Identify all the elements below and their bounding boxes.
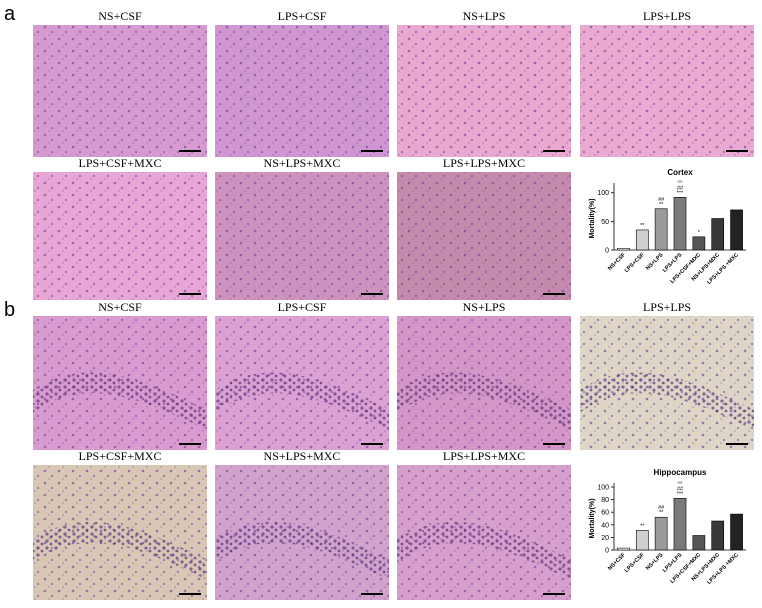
- cell-layer: [397, 372, 571, 430]
- bar: [692, 236, 706, 251]
- y-tick-label: 60: [601, 510, 609, 517]
- image-caption: LPS+CSF: [278, 300, 327, 314]
- micrograph-cells: [580, 25, 754, 157]
- bar: [654, 516, 668, 551]
- image-caption: LPS+CSF+MXC: [79, 449, 162, 463]
- significance-mark: ***: [677, 491, 684, 497]
- significance-mark: **: [659, 510, 664, 516]
- y-tick-label: 100: [597, 190, 609, 197]
- y-axis-label: Mortality(%): [589, 198, 596, 238]
- micrograph: [215, 316, 389, 450]
- micrograph-cells: [397, 25, 571, 157]
- y-tick-label: 20: [601, 535, 609, 542]
- image-caption: LPS+LPS+MXC: [443, 449, 525, 463]
- significance-mark: ***: [677, 190, 684, 196]
- y-tick-label: 50: [601, 219, 609, 226]
- micrograph: [397, 465, 571, 600]
- significance-mark: ##: [677, 185, 684, 191]
- micrograph-cells: [215, 172, 389, 300]
- bar: [654, 208, 668, 251]
- bar: [673, 197, 687, 251]
- significance-mark: **: [640, 523, 645, 529]
- micrograph: [580, 25, 754, 157]
- micrograph-cells: [215, 25, 389, 157]
- significance-mark: ##: [658, 505, 665, 511]
- cell-layer: [215, 521, 389, 580]
- image-caption: LPS+LPS: [643, 9, 691, 23]
- y-axis-label: Mortality(%): [589, 498, 596, 538]
- chart-title: Cortex: [667, 168, 693, 177]
- image-caption: LPS+CSF+MXC: [79, 156, 162, 170]
- micrograph: [215, 25, 389, 157]
- bar: [635, 229, 649, 251]
- micrograph: [215, 172, 389, 300]
- image-caption: NS+LPS: [463, 9, 506, 23]
- significance-mark: **: [659, 202, 664, 208]
- image-caption: NS+LPS: [463, 300, 506, 314]
- y-tick-label: 80: [601, 497, 609, 504]
- micrograph: [33, 25, 207, 157]
- panel-label: b: [4, 299, 15, 321]
- bar: [617, 247, 630, 251]
- micrograph: [33, 316, 207, 450]
- bar: [730, 209, 743, 251]
- micrograph: [33, 172, 207, 300]
- micrograph: [33, 465, 207, 600]
- image-caption: NS+LPS+MXC: [264, 449, 341, 463]
- significance-mark: ^^: [677, 180, 683, 186]
- image-caption: LPS+CSF: [278, 9, 327, 23]
- significance-mark: ^^: [677, 481, 683, 487]
- x-tick-label: LPS+CSF: [624, 552, 646, 574]
- cell-layer: [215, 372, 389, 430]
- micrograph: [397, 316, 571, 450]
- micrograph-cells: [397, 172, 571, 300]
- y-tick-label: 100: [597, 485, 609, 492]
- bar: [711, 520, 725, 551]
- micrograph-cells: [33, 25, 207, 157]
- bar: [692, 535, 706, 551]
- y-tick-label: 40: [601, 522, 609, 529]
- micrograph: [397, 25, 571, 157]
- image-caption: NS+LPS+MXC: [264, 156, 341, 170]
- micrograph-cells: [33, 172, 207, 300]
- bar: [635, 530, 649, 551]
- image-caption: NS+CSF: [98, 9, 142, 23]
- y-tick-label: 0: [605, 248, 609, 255]
- image-caption: LPS+LPS: [643, 300, 691, 314]
- bar: [673, 498, 687, 551]
- cell-layer: [33, 521, 207, 580]
- image-caption: LPS+LPS+MXC: [443, 156, 525, 170]
- cell-layer: [397, 521, 571, 580]
- cell-layer: [580, 372, 754, 430]
- micrograph: [397, 172, 571, 300]
- micrograph: [215, 465, 389, 600]
- significance-mark: *: [698, 230, 701, 236]
- bar: [730, 513, 743, 551]
- x-tick-label: LPS+CSF: [624, 252, 646, 274]
- significance-mark: ##: [677, 486, 684, 492]
- significance-mark: ##: [658, 197, 665, 203]
- image-caption: NS+CSF: [98, 300, 142, 314]
- micrograph: [580, 316, 754, 450]
- bar: [711, 218, 725, 251]
- chart-title: Hippocampus: [654, 468, 707, 477]
- cell-layer: [33, 372, 207, 430]
- panel-label: a: [4, 3, 16, 25]
- significance-mark: **: [640, 223, 645, 229]
- y-tick-label: 0: [605, 548, 609, 555]
- bar: [617, 547, 630, 551]
